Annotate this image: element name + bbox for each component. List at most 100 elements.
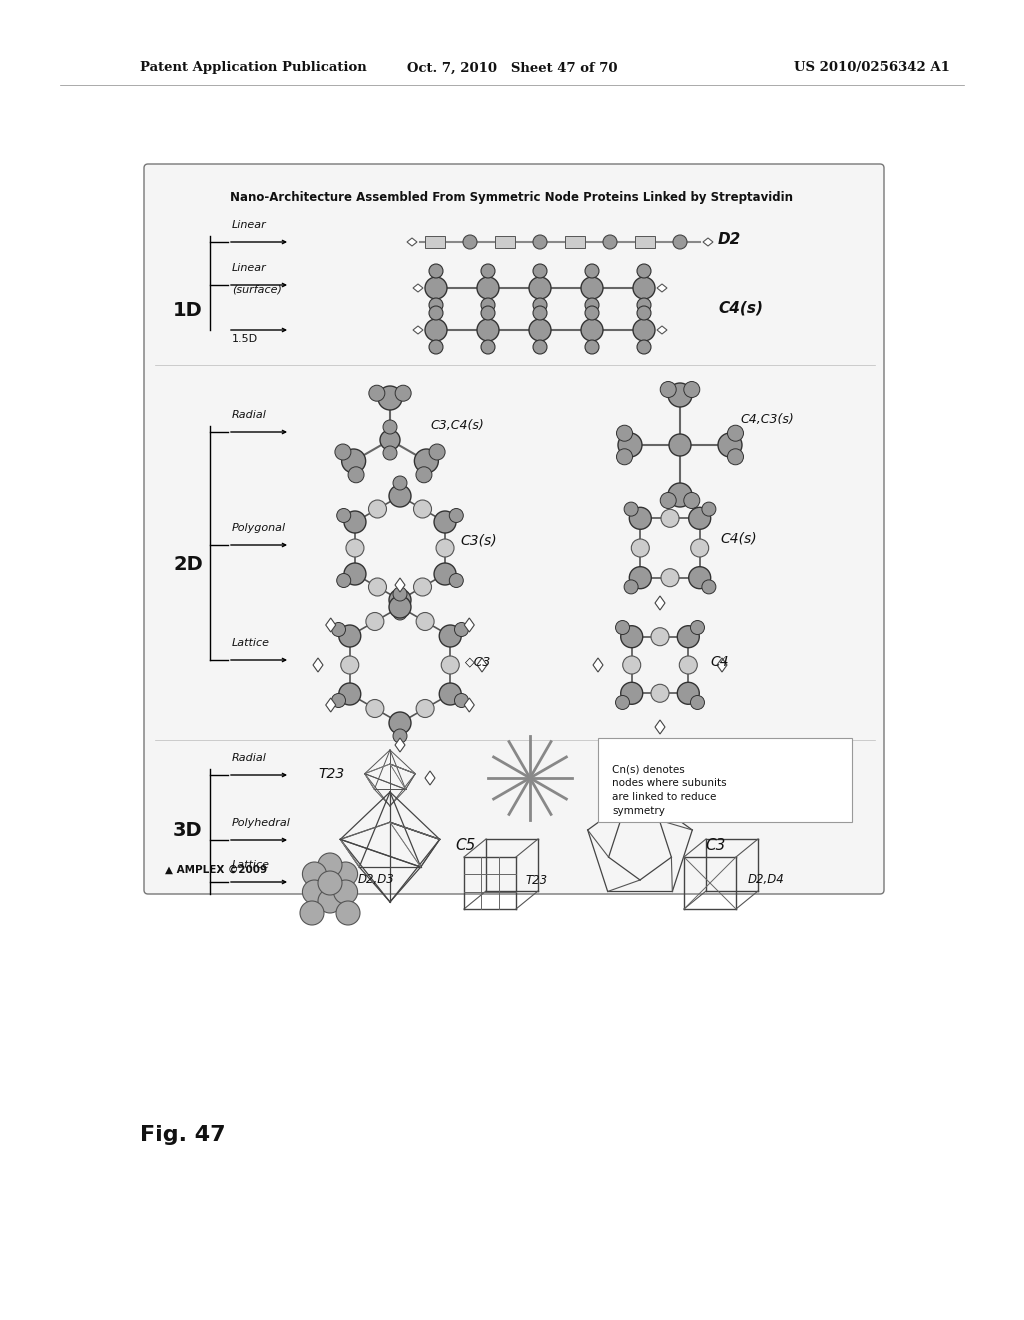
Circle shape	[651, 684, 669, 702]
Circle shape	[624, 579, 638, 594]
Text: Lattice: Lattice	[232, 861, 270, 870]
Circle shape	[701, 502, 716, 516]
FancyBboxPatch shape	[144, 164, 884, 894]
Circle shape	[660, 381, 676, 397]
Circle shape	[689, 566, 711, 589]
Circle shape	[632, 539, 649, 557]
Circle shape	[673, 235, 687, 249]
Circle shape	[439, 682, 461, 705]
Circle shape	[389, 711, 411, 734]
Circle shape	[369, 578, 386, 597]
Circle shape	[302, 880, 327, 904]
Circle shape	[337, 508, 350, 523]
Circle shape	[630, 507, 651, 529]
Polygon shape	[655, 719, 665, 734]
Circle shape	[380, 430, 400, 450]
Circle shape	[393, 729, 407, 743]
Circle shape	[477, 277, 499, 300]
Text: 1.5D: 1.5D	[232, 334, 258, 345]
Circle shape	[463, 235, 477, 249]
Text: Polyhedral: Polyhedral	[232, 818, 291, 828]
Text: Lattice: Lattice	[232, 638, 270, 648]
Circle shape	[679, 656, 697, 675]
Text: Fig. 47: Fig. 47	[140, 1125, 225, 1144]
Circle shape	[668, 483, 692, 507]
Circle shape	[441, 656, 459, 675]
Circle shape	[332, 623, 345, 636]
Circle shape	[630, 566, 651, 589]
Circle shape	[318, 871, 342, 895]
Circle shape	[677, 626, 699, 648]
Circle shape	[621, 682, 643, 705]
Text: T23: T23	[318, 767, 344, 781]
Text: Oct. 7, 2010   Sheet 47 of 70: Oct. 7, 2010 Sheet 47 of 70	[407, 62, 617, 74]
Text: Radial: Radial	[232, 752, 267, 763]
Circle shape	[318, 853, 342, 876]
Circle shape	[414, 578, 431, 597]
Circle shape	[334, 862, 357, 886]
Circle shape	[339, 624, 360, 647]
Circle shape	[344, 511, 366, 533]
Polygon shape	[477, 657, 487, 672]
Circle shape	[389, 484, 411, 507]
Circle shape	[393, 477, 407, 490]
Circle shape	[660, 492, 676, 508]
Circle shape	[615, 620, 630, 635]
Circle shape	[425, 319, 447, 341]
Circle shape	[534, 341, 547, 354]
Circle shape	[436, 539, 454, 557]
Circle shape	[534, 298, 547, 312]
Text: ◇C3: ◇C3	[465, 656, 492, 668]
Circle shape	[684, 381, 699, 397]
Circle shape	[393, 587, 407, 601]
Circle shape	[603, 235, 617, 249]
Circle shape	[534, 306, 547, 319]
Polygon shape	[657, 284, 667, 292]
Text: Radial: Radial	[232, 411, 267, 420]
Circle shape	[416, 612, 434, 631]
Polygon shape	[593, 657, 603, 672]
Circle shape	[637, 298, 651, 312]
Text: Linear: Linear	[232, 263, 266, 273]
Text: Patent Application Publication: Patent Application Publication	[140, 62, 367, 74]
Circle shape	[369, 385, 385, 401]
Circle shape	[718, 433, 742, 457]
Circle shape	[416, 700, 434, 718]
Circle shape	[434, 564, 456, 585]
Circle shape	[585, 298, 599, 312]
Text: Linear: Linear	[232, 220, 266, 230]
Text: C4(s): C4(s)	[718, 301, 763, 315]
Text: 2D: 2D	[173, 556, 203, 574]
Polygon shape	[655, 597, 665, 610]
Circle shape	[455, 623, 469, 636]
Circle shape	[662, 569, 679, 586]
Polygon shape	[395, 578, 406, 591]
Circle shape	[336, 902, 360, 925]
Text: C3(s): C3(s)	[460, 533, 497, 546]
Polygon shape	[703, 238, 713, 246]
Circle shape	[637, 341, 651, 354]
Bar	[635, 236, 655, 248]
Circle shape	[300, 902, 324, 925]
Circle shape	[669, 434, 691, 455]
Circle shape	[429, 341, 443, 354]
Circle shape	[651, 628, 669, 645]
Circle shape	[727, 425, 743, 441]
Circle shape	[618, 433, 642, 457]
Text: C3,C4(s): C3,C4(s)	[430, 418, 483, 432]
Circle shape	[623, 656, 641, 675]
Circle shape	[481, 306, 495, 319]
Polygon shape	[464, 698, 474, 711]
Polygon shape	[413, 284, 423, 292]
Bar	[425, 236, 445, 248]
Circle shape	[529, 319, 551, 341]
Circle shape	[684, 492, 699, 508]
Polygon shape	[464, 618, 474, 632]
Text: D2,D3: D2,D3	[358, 874, 394, 887]
Circle shape	[429, 444, 445, 459]
Text: 1D: 1D	[173, 301, 203, 319]
Text: 3D: 3D	[173, 821, 203, 840]
Polygon shape	[413, 326, 423, 334]
Bar	[565, 236, 585, 248]
Text: D2: D2	[718, 232, 741, 248]
